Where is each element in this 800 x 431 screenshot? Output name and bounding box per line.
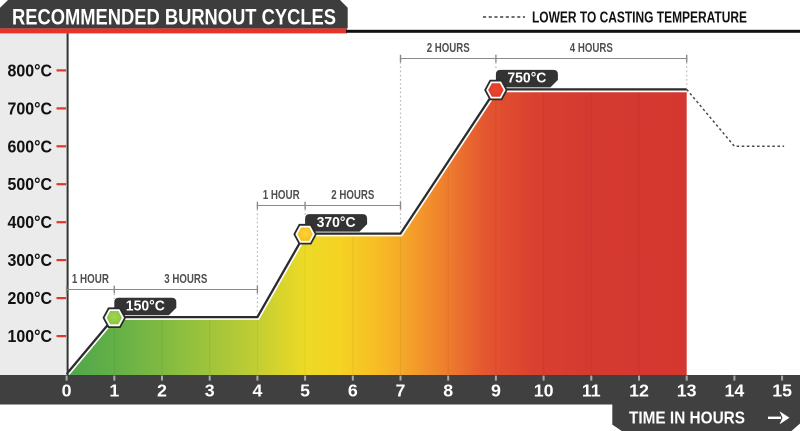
svg-text:5: 5 [300,381,310,401]
svg-text:2 HOURS: 2 HOURS [427,41,470,55]
svg-text:200°C: 200°C [8,288,53,308]
svg-text:10: 10 [534,381,554,401]
svg-text:12: 12 [629,381,649,401]
svg-text:15: 15 [772,381,792,401]
svg-text:370°C: 370°C [317,215,357,231]
svg-text:4 HOURS: 4 HOURS [570,41,613,55]
svg-text:3: 3 [205,381,215,401]
svg-text:400°C: 400°C [8,212,53,232]
svg-text:3 HOURS: 3 HOURS [164,272,207,286]
svg-text:RECOMMENDED BURNOUT CYCLES: RECOMMENDED BURNOUT CYCLES [12,4,336,29]
svg-text:150°C: 150°C [126,298,166,314]
svg-text:1 HOUR: 1 HOUR [72,272,109,286]
svg-text:0: 0 [62,381,72,401]
svg-text:6: 6 [348,381,358,401]
svg-text:2 HOURS: 2 HOURS [331,188,374,202]
svg-text:14: 14 [725,381,745,401]
svg-text:300°C: 300°C [8,250,53,270]
svg-text:100°C: 100°C [8,326,53,346]
svg-text:750°C: 750°C [507,71,547,87]
svg-text:600°C: 600°C [8,136,53,156]
svg-text:7: 7 [396,381,406,401]
svg-text:4: 4 [252,381,262,401]
svg-text:11: 11 [582,381,601,401]
svg-text:9: 9 [491,381,501,401]
svg-text:700°C: 700°C [8,98,53,118]
svg-text:LOWER TO CASTING TEMPERATURE: LOWER TO CASTING TEMPERATURE [532,9,747,26]
svg-text:2: 2 [157,381,167,401]
svg-text:13: 13 [677,381,697,401]
svg-text:TIME IN HOURS: TIME IN HOURS [629,408,745,428]
svg-text:500°C: 500°C [8,174,53,194]
svg-text:1: 1 [109,381,119,401]
svg-text:800°C: 800°C [8,60,53,80]
svg-text:8: 8 [443,381,453,401]
svg-text:1 HOUR: 1 HOUR [263,188,300,202]
